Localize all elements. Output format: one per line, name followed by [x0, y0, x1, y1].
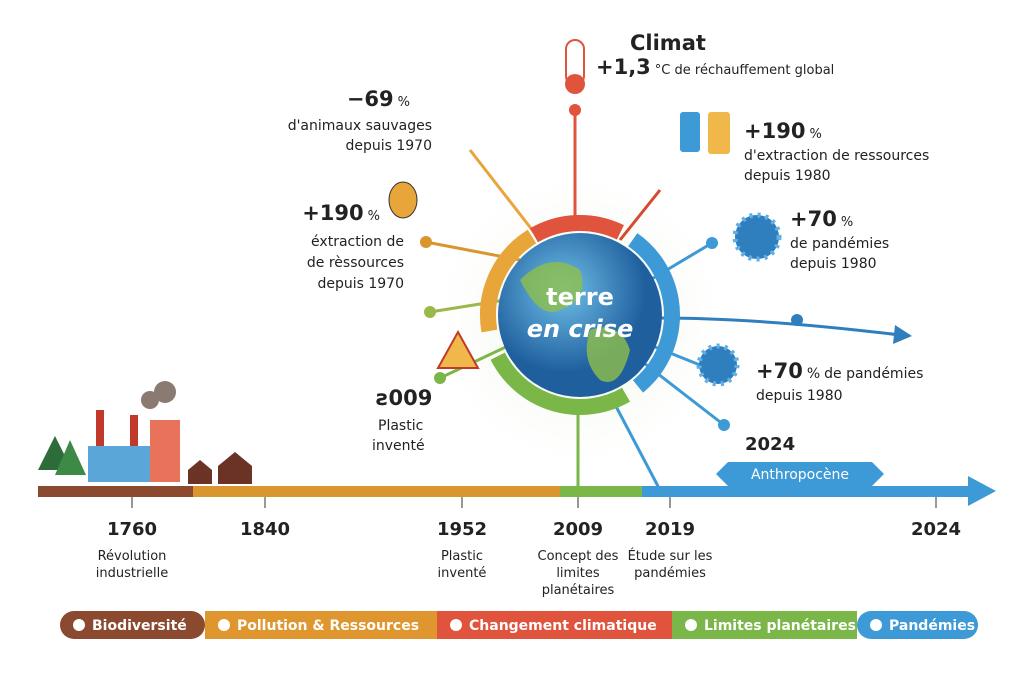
callout-text: depuis 1980 [756, 388, 843, 404]
timeline-year: 2009 [553, 519, 603, 540]
ring-red [480, 215, 680, 415]
ring-green [480, 215, 680, 415]
callout: +190% [302, 201, 380, 225]
callout-value: +70 [790, 207, 837, 231]
bee-icon [388, 181, 418, 219]
timeline-label: Révolution [98, 549, 167, 564]
warning-icon [436, 329, 480, 369]
callout-unit: % [398, 95, 410, 110]
legend-label: Limites planétaires [704, 618, 856, 634]
legend-dot [870, 619, 882, 631]
callout-value: −69 [347, 87, 394, 111]
legend-segment [672, 611, 857, 639]
timeline-label: pandémies [634, 566, 706, 581]
timeline-year: 2024 [911, 519, 961, 540]
legend-segment [60, 611, 205, 639]
callout-value: +190 [744, 119, 805, 143]
callout-value: +1,3 [596, 55, 651, 79]
legend-segment [437, 611, 672, 639]
note-year: ƨ009 [376, 386, 432, 410]
callout-title: Climat [630, 31, 706, 55]
timeline-year: 1760 [107, 519, 157, 540]
timeline-year: 1840 [240, 519, 290, 540]
callout-text: de rèssources [307, 255, 404, 271]
industry-illustration [38, 381, 252, 484]
callout-unit: % [809, 127, 821, 142]
callout-text: depuis 1980 [744, 168, 831, 184]
callout-text: depuis 1970 [317, 276, 404, 292]
callout: +70% de pandémies [756, 359, 923, 383]
callout-value: +70 [756, 359, 803, 383]
callout-value: +190 [302, 201, 363, 225]
callout-text: de pandémies [790, 236, 889, 252]
callout: −69% [347, 87, 410, 111]
legend-segment [205, 611, 437, 639]
callout-text: d'extraction de ressources [744, 148, 929, 164]
timeline-label: inventé [438, 566, 487, 581]
callout-text: °C de réchauffement global [655, 63, 834, 78]
legend-label: Biodiversité [92, 618, 187, 634]
continents [520, 262, 630, 382]
callout: +70% [790, 207, 853, 231]
timeline-label: planétaires [542, 583, 615, 598]
bottle-icon [708, 112, 730, 154]
arrow-head [893, 325, 912, 344]
timeline-label: Plastic [441, 549, 483, 564]
timeline-year: 2019 [645, 519, 695, 540]
center-title: en crise [527, 315, 634, 343]
anthropocene-label: Anthropocène [751, 467, 849, 483]
callout-text: éxtraction de [311, 234, 404, 250]
timeline-segment [38, 486, 193, 497]
center-title: terre [546, 283, 614, 311]
callout-text: depuis 1980 [790, 256, 877, 272]
legend-label: Pollution & Ressources [237, 618, 419, 634]
ring-blue [480, 215, 680, 415]
timeline-segment [193, 486, 560, 497]
callout-text: de pandémies [824, 366, 923, 382]
legend-label: Pandémies [889, 618, 975, 634]
timeline-arrow [968, 476, 996, 506]
note-text: Plastic [378, 418, 423, 434]
callout-unit: % [368, 209, 380, 224]
timeline-segment [560, 486, 642, 497]
timeline-label: limites [556, 566, 600, 581]
note-text: inventé [372, 438, 425, 454]
ring-orange [480, 215, 680, 415]
legend-dot [685, 619, 697, 631]
virus-icon [696, 343, 740, 387]
timeline-label: industrielle [96, 566, 168, 581]
callout-text: d'animaux sauvages [288, 118, 432, 134]
callout: +1,3 °C de réchauffement global [596, 55, 834, 79]
timeline-year: 1952 [437, 519, 487, 540]
bottle-icon [680, 112, 700, 152]
callout: +190% [744, 119, 822, 143]
anthropocene-year: 2024 [745, 434, 795, 455]
callout-unit: % [807, 366, 820, 382]
timeline-label: Étude sur les [628, 548, 713, 564]
virus-icon [732, 212, 782, 262]
legend-dot [218, 619, 230, 631]
anthropocene-banner [716, 462, 884, 486]
thermometer-bulb [565, 74, 585, 94]
legend: Biodiversité Pollution & Ressources Change… [60, 611, 978, 639]
timeline: 1760 Révolution industrielle 1840 1952 Plasti… [38, 476, 996, 598]
callout-text: depuis 1970 [345, 138, 432, 154]
callout-unit: % [841, 215, 853, 230]
legend-label: Changement climatique [469, 618, 657, 634]
timeline-label: Concept des [538, 549, 619, 564]
legend-dot [450, 619, 462, 631]
timeline-segment [642, 486, 972, 497]
legend-segment [857, 611, 978, 639]
legend-dot [73, 619, 85, 631]
